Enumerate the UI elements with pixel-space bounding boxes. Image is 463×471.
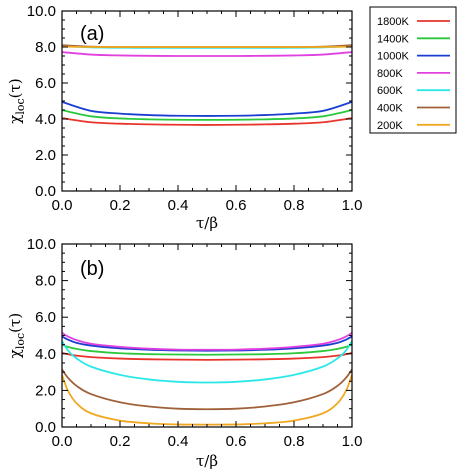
panel-label: (a) [80,23,104,45]
legend-label: 1800K [377,16,409,28]
y-tick-label: 6.0 [35,75,56,92]
x-tick-label: 0.0 [52,433,73,450]
x-tick-label: 0.4 [168,433,189,450]
y-tick-label: 2.0 [35,382,56,399]
x-tick-label: 0.0 [52,197,73,214]
x-tick-label: 0.2 [110,197,131,214]
series-line-600K [62,340,352,384]
legend: 1800K 1400K 1000K 800K 600K 400K 200K [369,6,457,134]
legend-label: 200K [377,120,403,132]
x-axis-title: τ/β [196,452,218,470]
series-line-400K [62,368,352,411]
series-group [62,331,352,426]
x-tick-label: 1.0 [342,433,363,450]
legend-label: 600K [377,85,403,97]
plot-frame [61,10,353,192]
series-line-1000K [62,335,352,352]
y-tick-label: 6.0 [35,309,56,326]
series-line-1400K [62,109,352,121]
y-tick-label: 4.0 [35,346,56,363]
series-line-1400K [62,343,352,356]
x-tick-label: 0.2 [110,433,131,450]
x-tick-label: 1.0 [342,197,363,214]
y-tick-label: 10.0 [27,236,56,253]
legend-label: 800K [377,68,403,80]
legend-label: 1000K [377,51,409,63]
legend-label: 1400K [377,33,409,45]
panel-label: (b) [80,258,104,280]
y-axis-title: χloc(τ) [6,313,27,358]
series-group [62,44,352,126]
y-tick-label: 2.0 [35,147,56,164]
panel-b: 0.0 0.2 0.4 0.6 0.8 1.0 0.0 2.0 4.0 6.0 8.0 10.0 τ/β… [6,236,362,470]
series-line-1800K [62,352,352,361]
y-tick-label: 10.0 [27,3,56,20]
x-tick-label: 0.4 [168,197,189,214]
y-axis-title: χloc(τ) [6,78,27,123]
x-tick-label: 0.8 [284,197,305,214]
legend-box [369,6,457,134]
y-tick-label: 8.0 [35,273,56,290]
y-tick-label: 0.0 [35,183,56,200]
x-tick-label: 0.6 [226,433,247,450]
panel-a: 0.0 0.2 0.4 0.6 0.8 1.0 0.0 2.0 4.0 6.0 8.0 10.0 τ/β… [6,3,362,232]
x-axis-title: τ/β [196,214,218,232]
legend-label: 400K [377,103,403,115]
series-line-800K [62,331,352,351]
x-tick-label: 0.8 [284,433,305,450]
y-tick-label: 0.0 [35,419,56,436]
x-tick-label: 0.6 [226,197,247,214]
series-line-1000K [62,101,352,117]
y-tick-label: 8.0 [35,39,56,56]
series-line-800K [62,51,352,57]
y-tick-label: 4.0 [35,111,56,128]
series-line-1800K [62,117,352,126]
